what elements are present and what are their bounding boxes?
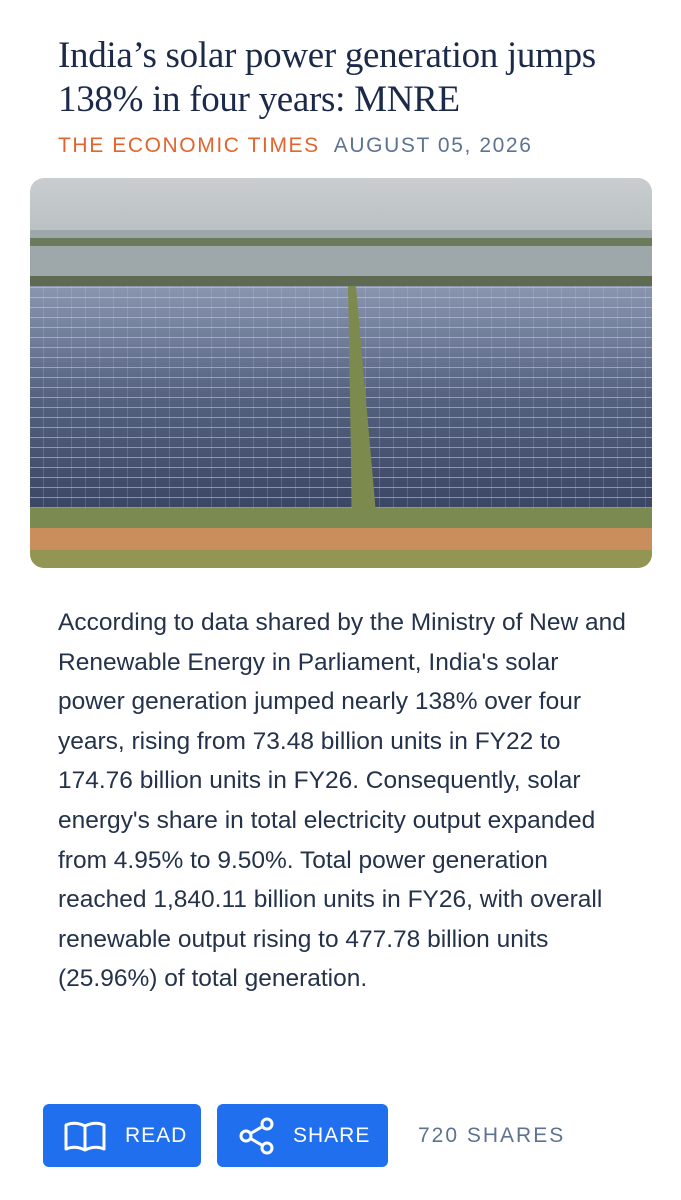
- source: THE ECONOMIC TIMES: [58, 134, 320, 157]
- share-count: 720 SHARES: [418, 1124, 566, 1147]
- date: AUGUST 05, 2026: [333, 134, 533, 157]
- article-body: According to data shared by the Ministry…: [58, 609, 626, 993]
- panel-grid: [30, 286, 652, 514]
- far-shore: [30, 238, 652, 246]
- share-icon: [239, 1117, 274, 1154]
- share-button[interactable]: SHARE: [217, 1104, 388, 1167]
- article-image: [30, 178, 652, 568]
- read-button[interactable]: READ: [43, 1104, 201, 1167]
- foreground-grass: [30, 550, 652, 568]
- grass: [30, 508, 652, 530]
- headline: India’s solar power generation jumps 138…: [58, 35, 596, 120]
- treeline: [30, 276, 652, 286]
- meta: THE ECONOMIC TIMES AUGUST 05, 2026: [58, 134, 532, 158]
- share-label: SHARE: [293, 1123, 371, 1147]
- center-path: [348, 286, 376, 514]
- book-icon: [64, 1121, 106, 1151]
- sky: [30, 178, 652, 238]
- read-label: READ: [125, 1123, 188, 1147]
